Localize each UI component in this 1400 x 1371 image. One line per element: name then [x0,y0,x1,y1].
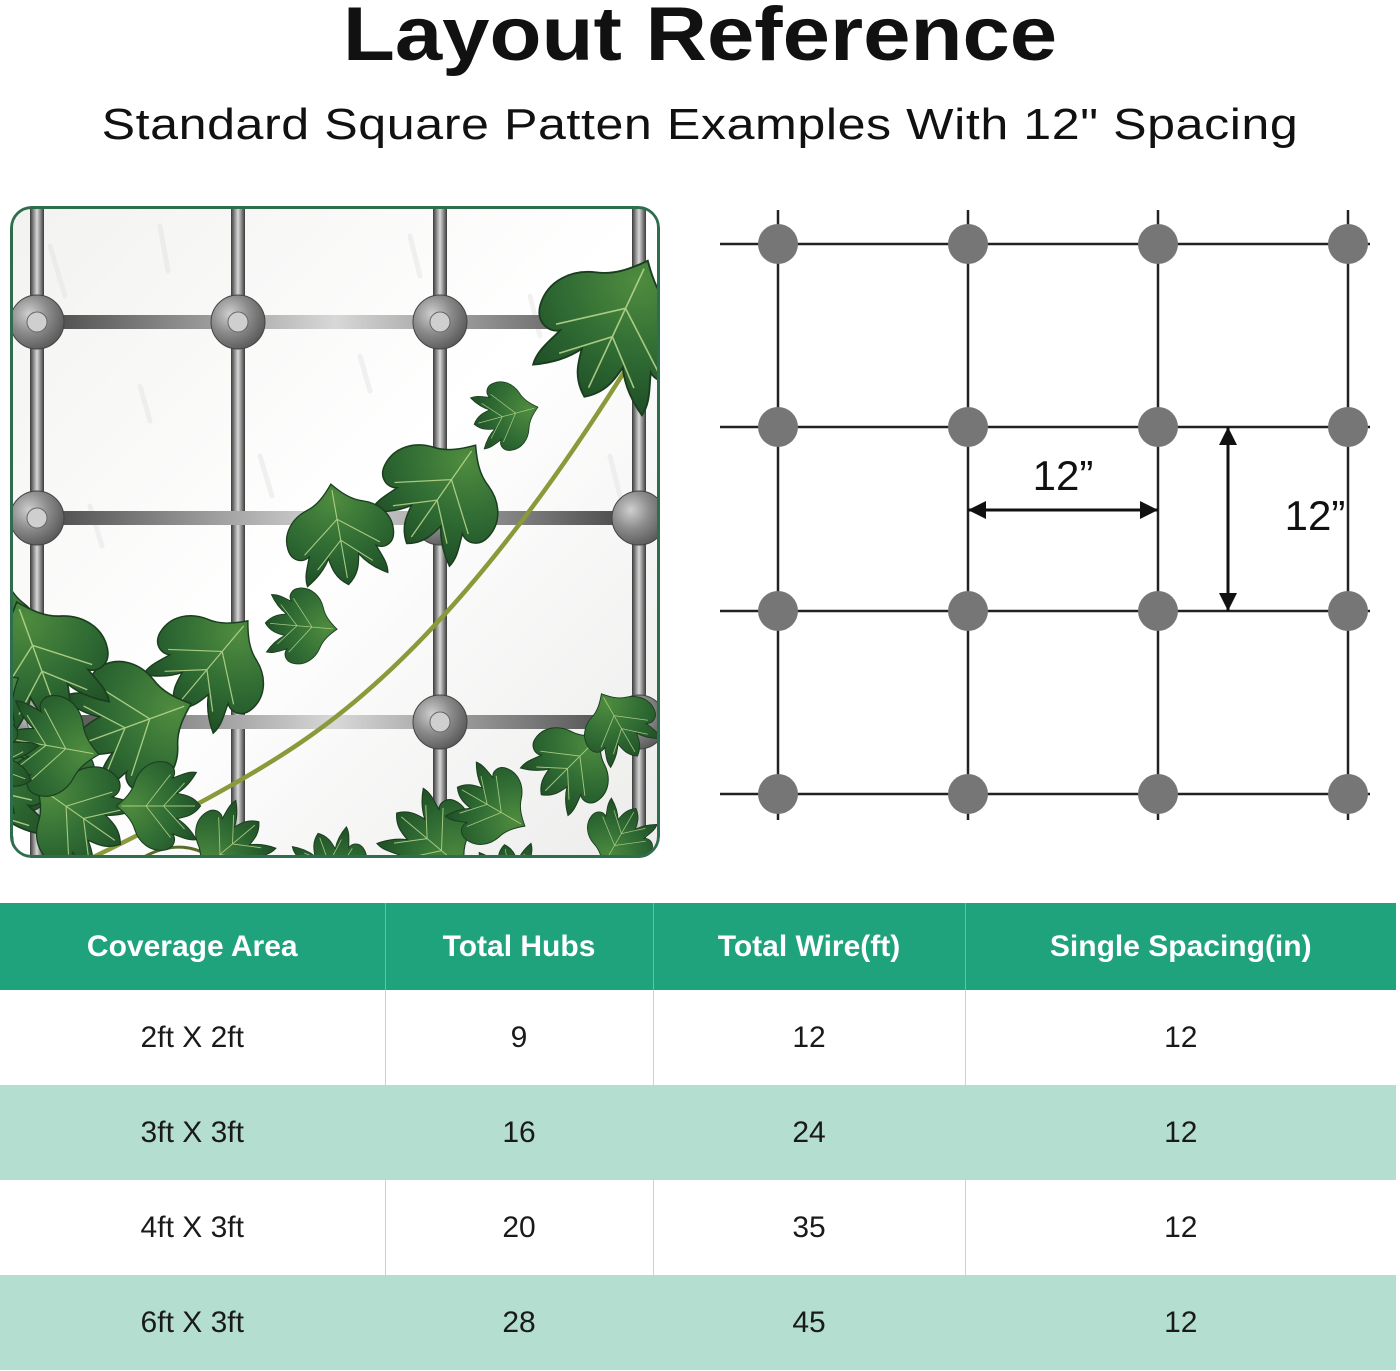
svg-text:12”: 12” [1033,452,1094,499]
svg-text:12”: 12” [1285,492,1346,539]
